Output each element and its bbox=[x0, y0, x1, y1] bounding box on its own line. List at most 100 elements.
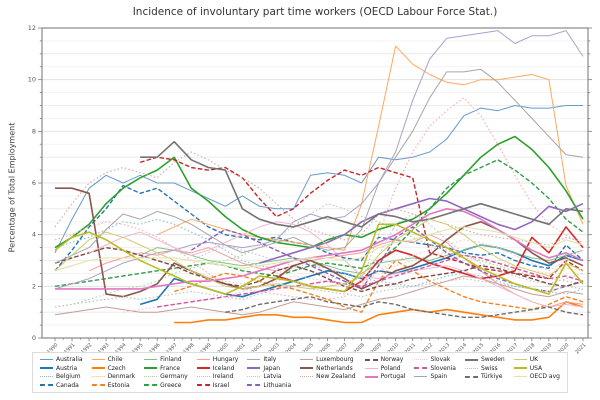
legend-item-estonia: Estonia bbox=[91, 381, 136, 389]
legend-swatch bbox=[513, 367, 527, 369]
legend-item-usa: USA bbox=[513, 364, 560, 372]
legend-column: Chile Czech Denmark Estonia bbox=[91, 356, 136, 389]
legend-label: Greece bbox=[160, 381, 182, 389]
legend-label: Belgium bbox=[56, 373, 81, 380]
legend-item-new-zealand: New Zealand bbox=[300, 373, 356, 380]
legend-label: Luxembourg bbox=[316, 356, 354, 363]
legend-item-uk: UK bbox=[513, 356, 560, 363]
legend-swatch bbox=[464, 358, 478, 361]
series-line-spain bbox=[54, 68, 584, 264]
legend-item-czech: Czech bbox=[91, 364, 136, 372]
legend-label: Denmark bbox=[107, 373, 136, 380]
legend: Australia Austria Belgium Canada Chile Czech D… bbox=[32, 352, 568, 393]
legend-item-austria: Austria bbox=[40, 365, 83, 372]
y-tick-label: 8 bbox=[32, 127, 36, 135]
legend-label: Latvia bbox=[263, 373, 282, 380]
y-tick-label: 4 bbox=[32, 231, 36, 239]
legend-swatch bbox=[196, 376, 210, 377]
series-line-usa bbox=[54, 223, 584, 295]
legend-label: Poland bbox=[380, 364, 401, 372]
legend-item-portugal: Portugal bbox=[364, 373, 405, 380]
legend-label: Japan bbox=[263, 364, 281, 372]
series-line-portugal bbox=[55, 208, 584, 290]
legend-item-belgium: Belgium bbox=[40, 373, 83, 380]
legend-label: Lithuania bbox=[263, 381, 292, 389]
legend-label: USA bbox=[529, 364, 543, 372]
page-title: Incidence of involuntary part time worke… bbox=[132, 6, 498, 18]
legend-swatch bbox=[40, 367, 54, 369]
legend-item-ireland: Ireland bbox=[196, 373, 239, 380]
y-tick-label: 0 bbox=[32, 334, 36, 342]
legend-swatch bbox=[40, 359, 54, 360]
legend-label: Norway bbox=[380, 356, 404, 363]
legend-item-australia: Australia bbox=[40, 356, 83, 363]
legend-swatch bbox=[364, 358, 378, 361]
legend-item-france: France bbox=[144, 365, 188, 372]
legend-column: Finland France Germany Greece bbox=[144, 356, 188, 389]
series-line-italy bbox=[54, 30, 584, 290]
legend-swatch bbox=[196, 359, 210, 360]
legend-swatch bbox=[247, 359, 261, 360]
legend-item-japan: Japan bbox=[247, 365, 291, 372]
legend-label: France bbox=[160, 364, 181, 372]
legend-item-oecd-avg: OECD avg bbox=[513, 373, 560, 380]
legend-label: Spain bbox=[430, 373, 448, 380]
legend-swatch bbox=[144, 359, 158, 360]
legend-swatch bbox=[414, 359, 428, 360]
legend-label: Estonia bbox=[107, 381, 130, 389]
legend-label: Chile bbox=[107, 356, 123, 363]
legend-swatch bbox=[91, 384, 105, 386]
legend-item-greece: Greece bbox=[144, 382, 188, 389]
series-line-france bbox=[54, 135, 584, 249]
legend-swatch bbox=[247, 376, 261, 377]
legend-swatch bbox=[300, 367, 314, 369]
series-line-israel bbox=[139, 156, 584, 280]
series-line-finland bbox=[139, 244, 584, 274]
y-tick-label: 10 bbox=[28, 76, 36, 84]
legend-swatch bbox=[300, 376, 314, 377]
legend-swatch bbox=[91, 367, 105, 369]
legend-label: Slovenia bbox=[430, 364, 456, 372]
y-tick-label: 2 bbox=[32, 282, 36, 290]
series-line-new-zealand bbox=[54, 151, 584, 246]
legend-item-norway: Norway bbox=[364, 356, 406, 363]
legend-label: OECD avg bbox=[529, 373, 560, 380]
y-tick-label: 6 bbox=[32, 179, 36, 187]
series-line-belgium bbox=[54, 218, 584, 295]
legend-label: Czech bbox=[107, 364, 126, 372]
legend-item-germany: Germany bbox=[144, 373, 188, 380]
legend-label: Swiss bbox=[480, 364, 498, 372]
legend-item-netherlands: Netherlands bbox=[300, 365, 355, 372]
series-line-norway bbox=[54, 246, 584, 293]
series-line-t-rkiye bbox=[225, 296, 584, 318]
legend-label: UK bbox=[529, 356, 539, 363]
legend-swatch bbox=[144, 384, 158, 386]
legend-item-poland: Poland bbox=[364, 364, 406, 372]
legend-swatch bbox=[513, 359, 527, 360]
series-line-latvia bbox=[191, 213, 584, 287]
legend-label: Netherlands bbox=[316, 364, 353, 372]
legend-swatch bbox=[464, 375, 478, 378]
legend-item-spain: Spain bbox=[414, 373, 456, 380]
series-line-oecd-avg bbox=[54, 226, 584, 272]
legend-item-italy: Italy bbox=[247, 356, 291, 363]
legend-swatch bbox=[414, 376, 428, 377]
legend-label: New Zealand bbox=[316, 373, 356, 380]
legend-item-t-rkiye: Türkiye bbox=[464, 373, 505, 380]
series-line-australia bbox=[54, 105, 583, 254]
legend-swatch bbox=[300, 359, 314, 360]
legend-item-slovak: Slovak bbox=[414, 356, 456, 363]
legend-item-latvia: Latvia bbox=[247, 373, 291, 380]
series-line-canada bbox=[54, 184, 584, 272]
y-tick-label: 12 bbox=[28, 24, 36, 32]
legend-swatch bbox=[91, 376, 105, 377]
legend-column: Luxembourg Netherlands New Zealand bbox=[300, 356, 356, 389]
legend-label: Hungary bbox=[212, 356, 239, 363]
legend-label: Finland bbox=[160, 356, 182, 363]
legend-label: Germany bbox=[160, 373, 188, 380]
series-line-sweden bbox=[140, 140, 584, 228]
legend-label: Ireland bbox=[212, 373, 234, 380]
legend-swatch bbox=[364, 375, 378, 378]
